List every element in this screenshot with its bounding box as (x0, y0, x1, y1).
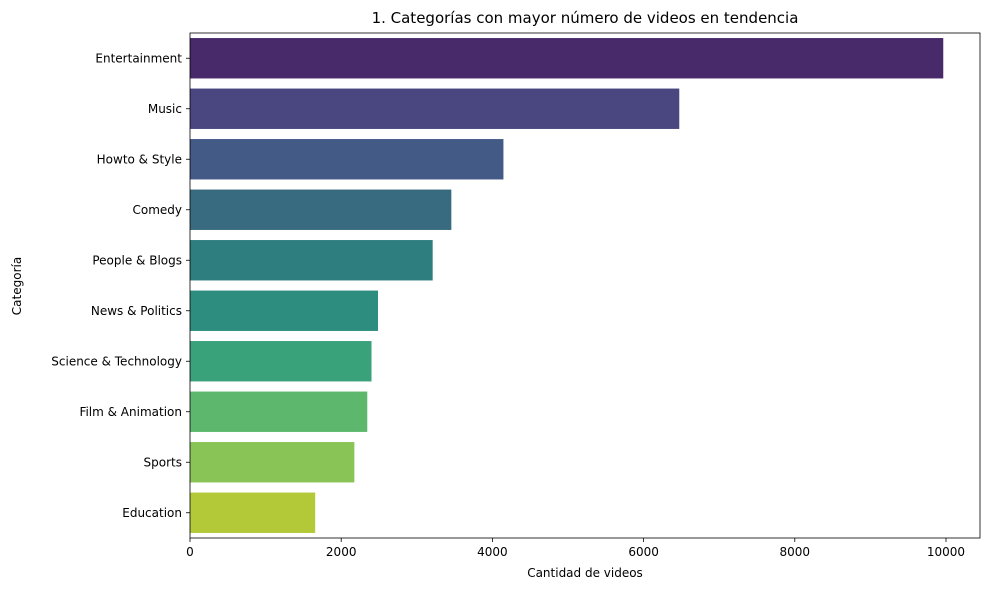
y-tick-label: Sports (144, 455, 182, 469)
y-tick-label: Entertainment (95, 51, 182, 65)
bar-sports (190, 442, 355, 483)
x-tick-label: 4000 (477, 545, 508, 559)
y-tick-label: Comedy (132, 203, 182, 217)
y-axis-label: Categoría (10, 257, 24, 315)
bar-howto-style (190, 139, 504, 180)
y-tick-label: Education (122, 506, 182, 520)
x-tick-label: 10000 (927, 545, 965, 559)
y-tick-label: Howto & Style (97, 152, 182, 166)
y-tick-label: Music (148, 102, 182, 116)
bar-comedy (190, 189, 452, 230)
y-ticks-group: Entertainment Music Howto & Style Comedy Peo… (51, 51, 190, 520)
bar-news-politics (190, 290, 379, 331)
bar-music (190, 88, 680, 129)
x-axis-label: Cantidad de videos (527, 566, 643, 580)
bar-entertainment (190, 38, 944, 79)
x-tick-label: 6000 (628, 545, 659, 559)
bars-group (190, 38, 944, 533)
bar-education (190, 492, 316, 533)
bar-film-animation (190, 391, 368, 432)
x-tick-label: 2000 (326, 545, 357, 559)
plot-frame (189, 32, 981, 539)
x-ticks-group: 0 2000 4000 6000 8000 10000 (186, 538, 965, 559)
y-tick-label: News & Politics (91, 304, 182, 318)
bar-science-technology (190, 341, 372, 382)
x-tick-label: 0 (186, 545, 194, 559)
bar-people-blogs (190, 240, 433, 281)
chart-title: 1. Categorías con mayor número de videos… (372, 9, 799, 27)
y-tick-label: People & Blogs (92, 253, 182, 267)
y-tick-label: Film & Animation (79, 405, 182, 419)
x-tick-label: 8000 (780, 545, 811, 559)
y-tick-label: Science & Technology (51, 354, 182, 368)
